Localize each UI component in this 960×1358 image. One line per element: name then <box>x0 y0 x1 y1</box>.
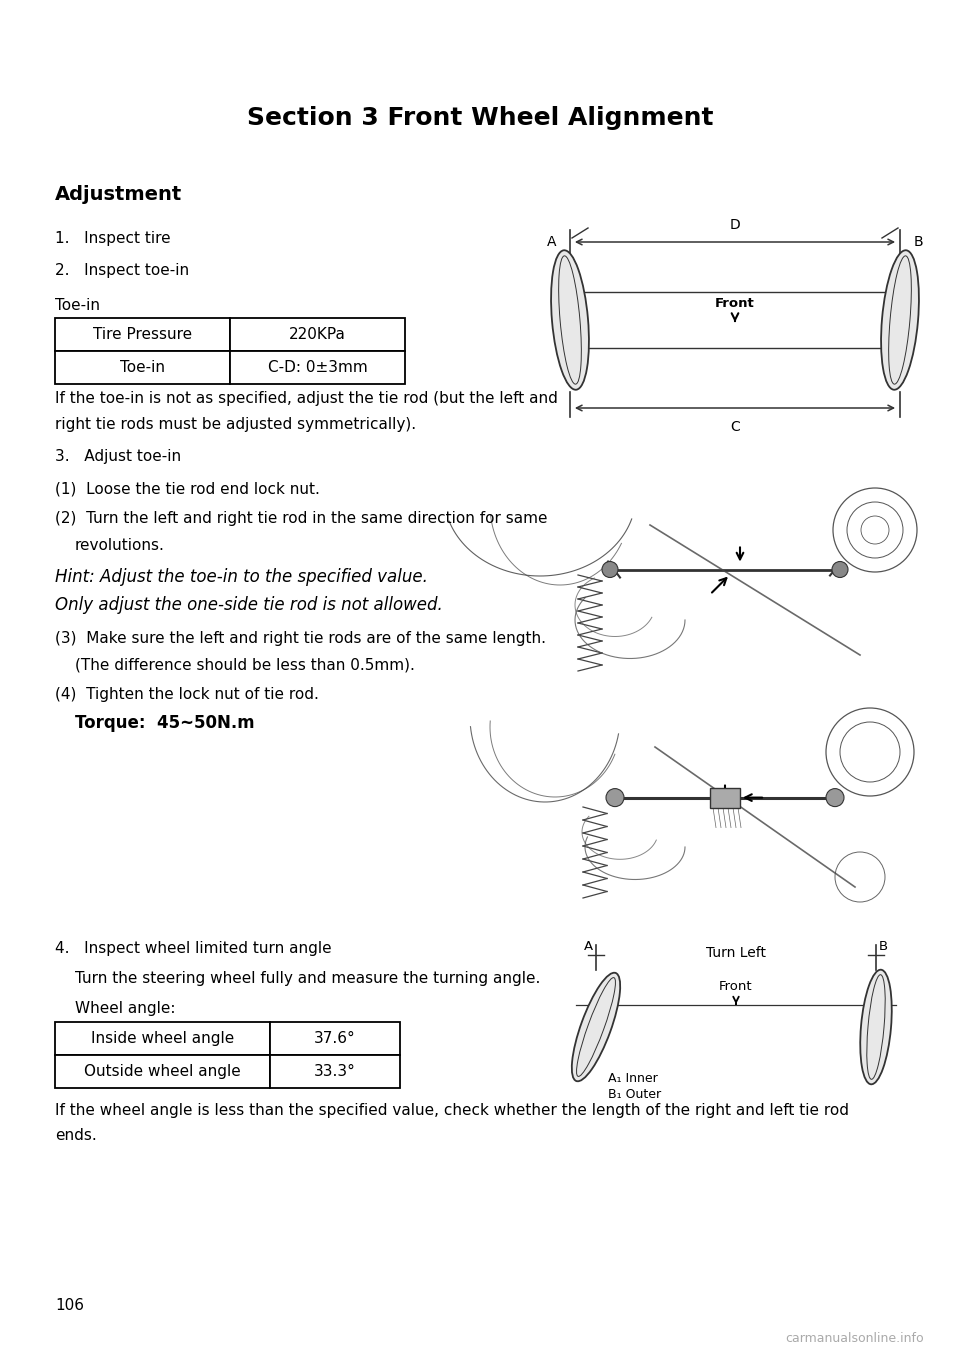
Text: Inside wheel angle: Inside wheel angle <box>91 1031 234 1046</box>
Text: (4)  Tighten the lock nut of tie rod.: (4) Tighten the lock nut of tie rod. <box>55 687 319 702</box>
Text: (1)  Loose the tie rod end lock nut.: (1) Loose the tie rod end lock nut. <box>55 482 320 497</box>
Text: Toe-in: Toe-in <box>120 360 165 375</box>
Circle shape <box>832 561 848 577</box>
Bar <box>55 318 230 350</box>
Text: Torque:  45~50N.m: Torque: 45~50N.m <box>75 714 254 732</box>
Text: Only adjust the one-side tie rod is not allowed.: Only adjust the one-side tie rod is not … <box>55 596 443 614</box>
Bar <box>710 788 740 808</box>
Text: C: C <box>731 420 740 435</box>
Bar <box>230 350 405 384</box>
Bar <box>55 350 230 384</box>
Text: Hint: Adjust the toe-in to the specified value.: Hint: Adjust the toe-in to the specified… <box>55 568 428 587</box>
Text: B₁ Outer: B₁ Outer <box>608 1088 661 1100</box>
Text: Tire Pressure: Tire Pressure <box>93 327 192 342</box>
Text: A₁ Inner: A₁ Inner <box>608 1073 658 1085</box>
Text: ends.: ends. <box>55 1128 97 1143</box>
Text: Toe-in: Toe-in <box>55 297 100 312</box>
Text: Front: Front <box>719 980 753 993</box>
Ellipse shape <box>881 250 919 390</box>
Text: 37.6°: 37.6° <box>314 1031 356 1046</box>
Text: A: A <box>584 941 593 953</box>
Text: Turn the steering wheel fully and measure the turning angle.: Turn the steering wheel fully and measur… <box>75 971 540 986</box>
Text: If the toe-in is not as specified, adjust the tie rod (but the left and: If the toe-in is not as specified, adjus… <box>55 391 558 406</box>
Bar <box>55 1055 270 1088</box>
Ellipse shape <box>551 250 588 390</box>
Bar <box>230 318 405 350</box>
Text: Section 3 Front Wheel Alignment: Section 3 Front Wheel Alignment <box>247 106 713 130</box>
Text: Adjustment: Adjustment <box>55 186 182 205</box>
Circle shape <box>602 561 618 577</box>
Text: If the wheel angle is less than the specified value, check whether the length of: If the wheel angle is less than the spec… <box>55 1103 849 1118</box>
Text: C-D: 0±3mm: C-D: 0±3mm <box>268 360 368 375</box>
Text: Turn Left: Turn Left <box>706 947 766 960</box>
Text: B: B <box>879 941 888 953</box>
Text: A: A <box>546 235 556 249</box>
Text: (2)  Turn the left and right tie rod in the same direction for same: (2) Turn the left and right tie rod in t… <box>55 512 547 527</box>
Text: right tie rods must be adjusted symmetrically).: right tie rods must be adjusted symmetri… <box>55 417 416 432</box>
Text: 4.   Inspect wheel limited turn angle: 4. Inspect wheel limited turn angle <box>55 941 331 956</box>
Text: 220KPa: 220KPa <box>289 327 346 342</box>
Text: Outside wheel angle: Outside wheel angle <box>84 1065 241 1080</box>
Text: 3.   Adjust toe-in: 3. Adjust toe-in <box>55 448 181 463</box>
Bar <box>55 1023 270 1055</box>
Bar <box>270 1055 400 1088</box>
Text: Wheel angle:: Wheel angle: <box>75 1001 176 1016</box>
Circle shape <box>826 789 844 807</box>
Circle shape <box>606 789 624 807</box>
Text: carmanualsonline.info: carmanualsonline.info <box>785 1331 924 1344</box>
Text: Front: Front <box>715 297 755 310</box>
Text: (The difference should be less than 0.5mm).: (The difference should be less than 0.5m… <box>75 657 415 672</box>
Bar <box>270 1023 400 1055</box>
Text: 106: 106 <box>55 1297 84 1312</box>
Text: B: B <box>914 235 924 249</box>
Text: revolutions.: revolutions. <box>75 538 165 553</box>
Text: D: D <box>730 219 740 232</box>
Text: 2.   Inspect toe-in: 2. Inspect toe-in <box>55 262 189 277</box>
Text: (3)  Make sure the left and right tie rods are of the same length.: (3) Make sure the left and right tie rod… <box>55 631 546 646</box>
Ellipse shape <box>860 970 892 1084</box>
Ellipse shape <box>572 972 620 1081</box>
Text: 33.3°: 33.3° <box>314 1065 356 1080</box>
Text: 1.   Inspect tire: 1. Inspect tire <box>55 231 171 246</box>
